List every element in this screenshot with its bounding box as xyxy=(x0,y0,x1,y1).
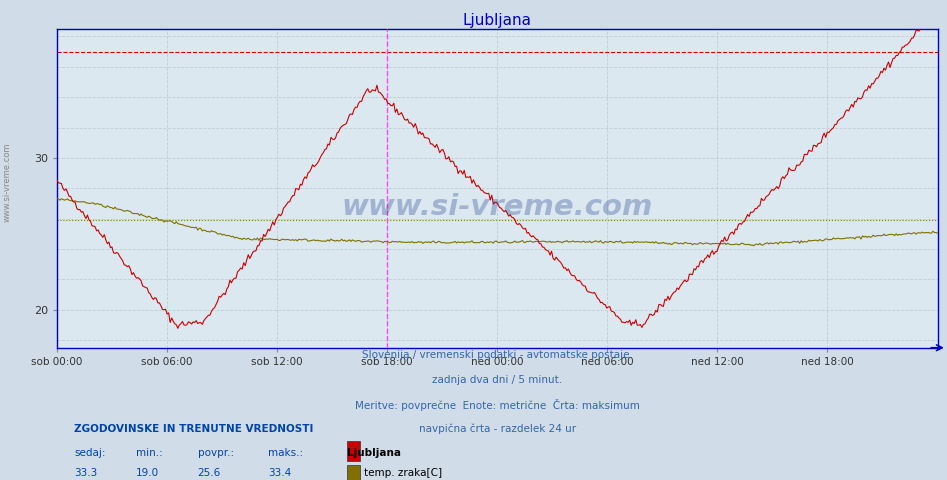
Text: 33.4: 33.4 xyxy=(268,468,292,478)
Text: 25.6: 25.6 xyxy=(198,468,221,478)
Text: temp. zraka[C]: temp. zraka[C] xyxy=(365,468,442,478)
Bar xyxy=(348,441,360,461)
Text: maks.:: maks.: xyxy=(268,448,303,458)
Text: Ljubljana: Ljubljana xyxy=(348,448,402,458)
Title: Ljubljana: Ljubljana xyxy=(463,12,531,28)
Text: zadnja dva dni / 5 minut.: zadnja dva dni / 5 minut. xyxy=(432,375,563,385)
Text: povpr.:: povpr.: xyxy=(198,448,234,458)
Text: Meritve: povprečne  Enote: metrične  Črta: maksimum: Meritve: povprečne Enote: metrične Črta:… xyxy=(355,399,639,411)
Text: navpična črta - razdelek 24 ur: navpična črta - razdelek 24 ur xyxy=(419,424,576,434)
Text: www.si-vreme.com: www.si-vreme.com xyxy=(3,143,12,222)
Text: 19.0: 19.0 xyxy=(136,468,159,478)
Text: Slovenija / vremenski podatki - avtomatske postaje.: Slovenija / vremenski podatki - avtomats… xyxy=(362,350,633,360)
Text: ZGODOVINSKE IN TRENUTNE VREDNOSTI: ZGODOVINSKE IN TRENUTNE VREDNOSTI xyxy=(75,424,313,434)
Text: sedaj:: sedaj: xyxy=(75,448,106,458)
Text: min.:: min.: xyxy=(136,448,163,458)
Text: 33.3: 33.3 xyxy=(75,468,98,478)
Bar xyxy=(348,466,360,480)
Text: www.si-vreme.com: www.si-vreme.com xyxy=(342,193,652,221)
